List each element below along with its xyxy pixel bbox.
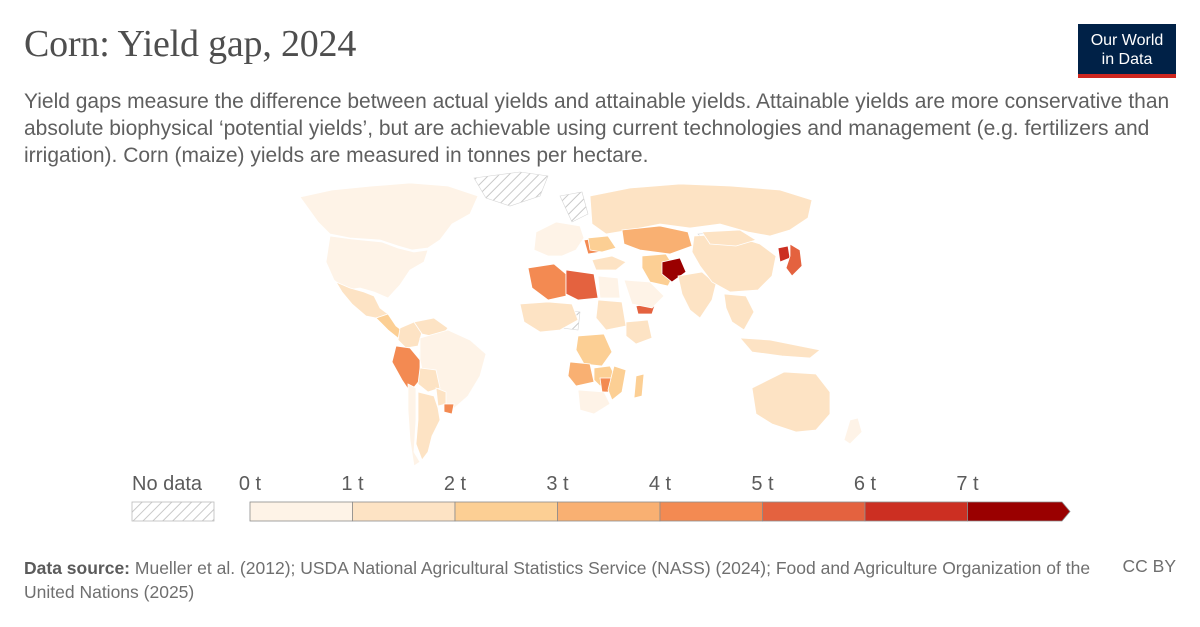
- region-japan[interactable]: [785, 243, 803, 277]
- owid-logo[interactable]: Our World in Data: [1078, 24, 1176, 78]
- legend-bin-1[interactable]: [249, 501, 353, 522]
- legend-bin-8[interactable]: [967, 501, 1071, 522]
- chart-title: Corn: Yield gap, 2024: [24, 23, 357, 65]
- region-russia[interactable]: [589, 183, 813, 237]
- map-regions: [299, 182, 863, 467]
- region-sudan[interactable]: [595, 299, 627, 331]
- region-west-africa[interactable]: [519, 301, 579, 333]
- region-libya[interactable]: [565, 269, 599, 301]
- region-mongolia[interactable]: [701, 229, 757, 247]
- legend-bin-6[interactable]: [762, 501, 866, 522]
- region-argentina[interactable]: [415, 391, 441, 461]
- region-uruguay[interactable]: [443, 403, 455, 415]
- legend-bin-3[interactable]: [454, 501, 558, 522]
- region-india[interactable]: [677, 271, 717, 319]
- legend-tick-2: 2 t: [443, 473, 467, 495]
- region-europe-west[interactable]: [533, 221, 585, 257]
- region-chile[interactable]: [407, 383, 421, 467]
- legend-bin-2[interactable]: [352, 501, 456, 522]
- region-new-zealand[interactable]: [843, 417, 863, 445]
- no-data-region-1: [473, 171, 549, 207]
- logo-accent-bar: [1078, 74, 1176, 78]
- no-data-region-2: [559, 191, 589, 223]
- legend-bin-4[interactable]: [557, 501, 661, 522]
- legend-tick-4: 4 t: [648, 473, 672, 495]
- legend-bar: [131, 501, 1071, 522]
- legend-bin-5[interactable]: [659, 501, 763, 522]
- region-angola[interactable]: [567, 361, 595, 387]
- legend-tick-1: 1 t: [341, 473, 364, 495]
- region-madagascar[interactable]: [633, 373, 645, 399]
- data-source: Data source: Mueller et al. (2012); USDA…: [24, 556, 1114, 604]
- region-peru[interactable]: [391, 345, 421, 393]
- region-bolivia[interactable]: [417, 367, 441, 393]
- data-source-text: Mueller et al. (2012); USDA National Agr…: [24, 558, 1091, 602]
- region-mozambique[interactable]: [607, 365, 627, 401]
- region-kazakhstan[interactable]: [621, 225, 693, 255]
- legend-tick-7: 7 t: [956, 473, 979, 495]
- legend-tick-6: 6 t: [853, 473, 877, 495]
- logo-line-1: Our World: [1090, 32, 1164, 49]
- region-canada[interactable]: [299, 182, 479, 251]
- region-south-africa[interactable]: [577, 389, 611, 415]
- legend-tick-3: 3 t: [546, 473, 569, 495]
- region-australia[interactable]: [751, 371, 831, 433]
- region-dr-congo[interactable]: [575, 333, 613, 367]
- legend-bin-7[interactable]: [864, 501, 968, 522]
- logo-line-2: in Data: [1101, 51, 1153, 68]
- region-indonesia[interactable]: [739, 337, 821, 359]
- region-saudi-arabia[interactable]: [623, 279, 665, 309]
- region-southeast-asia[interactable]: [723, 293, 755, 331]
- region-algeria[interactable]: [527, 263, 567, 301]
- legend-tick-0: 0 t: [238, 473, 262, 495]
- chart-subtitle: Yield gaps measure the difference betwee…: [24, 90, 1170, 167]
- region-turkey[interactable]: [591, 255, 627, 271]
- legend-no-data-label: No data: [132, 473, 203, 495]
- region-north-korea[interactable]: [777, 245, 791, 263]
- region-ukraine[interactable]: [587, 235, 617, 253]
- license-link[interactable]: CC BY: [1122, 556, 1176, 576]
- region-ethiopia[interactable]: [625, 319, 653, 345]
- legend-no-data-swatch: [131, 501, 215, 522]
- legend-tick-5: 5 t: [751, 473, 774, 495]
- region-egypt[interactable]: [597, 275, 621, 299]
- data-source-label: Data source:: [24, 558, 131, 578]
